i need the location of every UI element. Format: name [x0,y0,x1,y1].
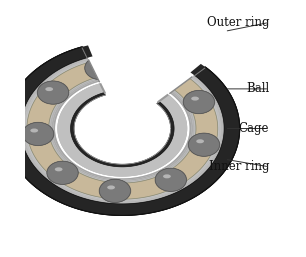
Polygon shape [53,80,191,180]
Polygon shape [33,66,212,195]
Polygon shape [48,77,196,183]
Ellipse shape [93,62,100,67]
Text: Cage: Cage [239,122,269,135]
Polygon shape [52,79,193,181]
Polygon shape [24,60,221,201]
Ellipse shape [85,57,116,79]
Polygon shape [34,67,210,194]
Ellipse shape [47,161,78,184]
Text: Ball: Ball [246,82,269,95]
Ellipse shape [163,174,171,178]
Ellipse shape [38,81,69,104]
Ellipse shape [30,128,38,133]
Polygon shape [21,58,224,204]
Polygon shape [5,47,240,215]
Ellipse shape [85,57,116,79]
Ellipse shape [163,174,171,178]
Ellipse shape [196,139,204,143]
Polygon shape [47,76,198,185]
Polygon shape [21,58,224,204]
Ellipse shape [191,97,199,100]
Polygon shape [28,62,217,199]
Polygon shape [58,83,187,177]
Ellipse shape [183,90,215,114]
Ellipse shape [38,81,69,104]
Polygon shape [27,62,218,199]
Ellipse shape [188,133,220,157]
Polygon shape [38,70,207,191]
Ellipse shape [93,62,100,67]
Ellipse shape [143,60,174,83]
Ellipse shape [150,66,158,70]
Ellipse shape [22,122,54,146]
Polygon shape [59,85,185,175]
Ellipse shape [99,179,130,203]
Polygon shape [71,93,174,166]
Polygon shape [66,89,178,170]
Polygon shape [67,90,177,169]
Polygon shape [43,73,202,187]
Ellipse shape [107,185,115,189]
Ellipse shape [23,122,54,145]
Ellipse shape [55,167,62,171]
Polygon shape [45,75,200,186]
Ellipse shape [23,122,54,145]
Ellipse shape [188,133,219,156]
Polygon shape [58,84,186,176]
Ellipse shape [30,128,38,133]
Text: Inner ring: Inner ring [209,160,269,173]
Polygon shape [41,72,203,189]
Polygon shape [62,86,183,174]
Polygon shape [39,71,205,190]
Ellipse shape [183,90,215,114]
Ellipse shape [150,66,158,70]
Polygon shape [71,93,174,167]
Polygon shape [5,42,240,215]
Polygon shape [82,45,92,58]
Polygon shape [62,87,182,173]
Ellipse shape [37,80,69,105]
Ellipse shape [183,90,215,114]
Polygon shape [22,59,222,203]
Polygon shape [81,39,208,128]
Polygon shape [60,85,184,174]
Ellipse shape [47,161,78,184]
Polygon shape [69,91,175,168]
Ellipse shape [46,161,79,185]
Polygon shape [31,65,214,196]
Polygon shape [65,89,179,171]
Ellipse shape [188,133,219,156]
Polygon shape [68,91,176,169]
Text: Outer ring: Outer ring [207,16,269,29]
Polygon shape [64,88,180,171]
Polygon shape [36,68,209,192]
Polygon shape [58,83,187,177]
Ellipse shape [74,93,171,164]
Ellipse shape [99,179,130,203]
Ellipse shape [143,60,174,83]
Polygon shape [63,87,181,172]
Ellipse shape [142,60,174,84]
Ellipse shape [45,87,53,91]
Ellipse shape [84,56,117,80]
Polygon shape [29,64,215,198]
Ellipse shape [155,168,186,191]
Polygon shape [12,154,233,215]
Ellipse shape [99,179,131,203]
Ellipse shape [107,185,115,189]
Polygon shape [26,61,219,200]
Polygon shape [50,78,195,182]
Polygon shape [190,64,205,75]
Ellipse shape [155,168,186,191]
Ellipse shape [196,139,204,143]
Ellipse shape [45,87,53,91]
Ellipse shape [191,97,199,100]
Ellipse shape [55,167,62,171]
Polygon shape [70,92,174,167]
Polygon shape [58,83,187,177]
Ellipse shape [155,168,187,192]
